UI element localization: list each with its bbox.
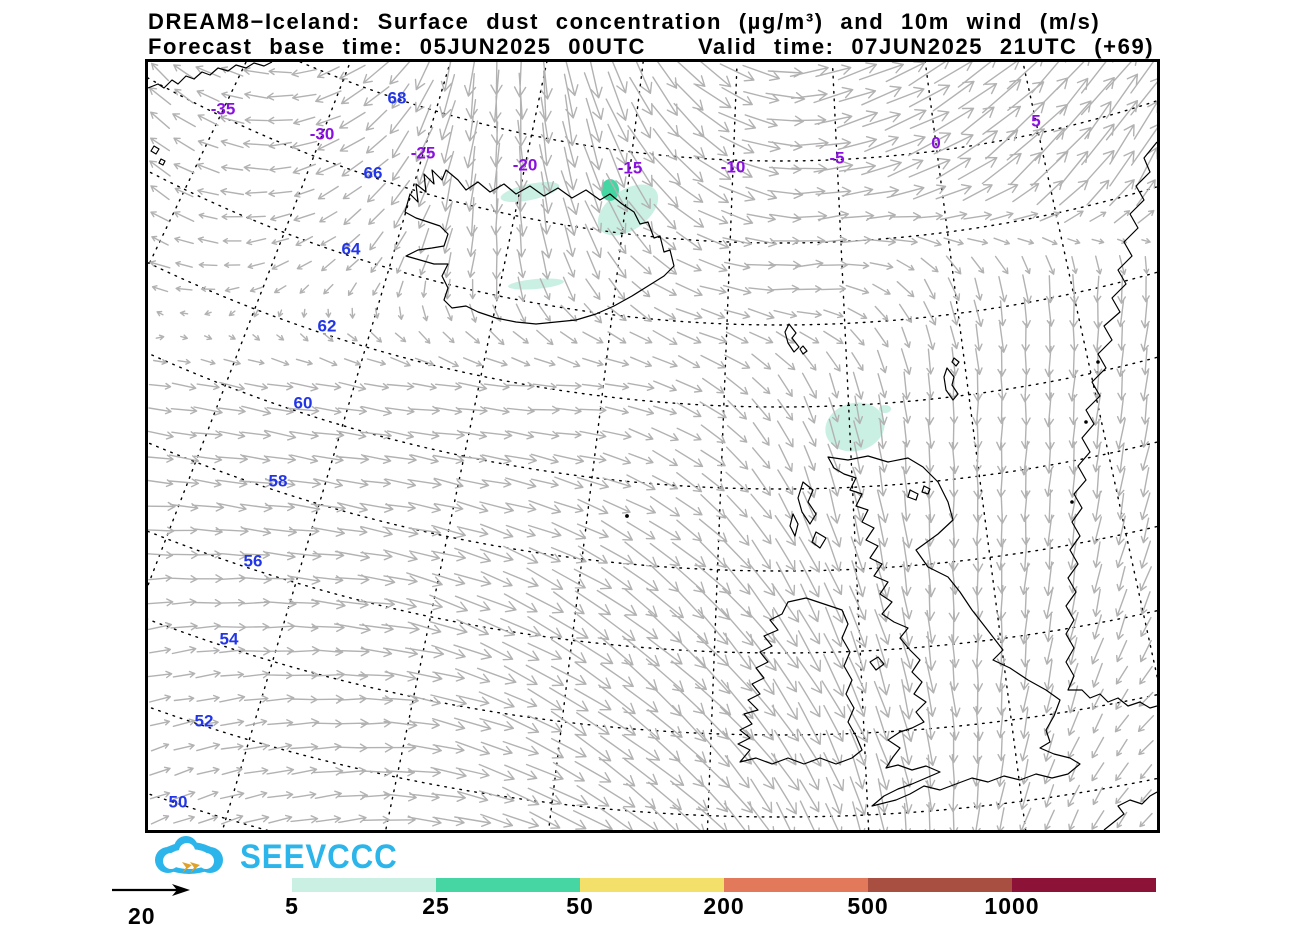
colorbar-segment-500 — [868, 878, 1012, 892]
parallel-54 — [148, 618, 1157, 736]
lon-label--20: -20 — [513, 155, 538, 174]
lat-label-68: 68 — [388, 88, 407, 107]
colorbar-tick-labels: 5 25 50 200 500 1000 — [285, 893, 1156, 919]
parallel-56 — [148, 530, 1157, 654]
colorbar-segment-1000 — [1012, 878, 1156, 892]
greenland-islands — [150, 145, 166, 166]
colorbar-tick-200: 200 — [703, 893, 745, 919]
colorbar-segment-25 — [436, 878, 580, 892]
dust-area-northeast-iceland-core — [601, 179, 619, 201]
small-island-dot — [625, 514, 629, 518]
graticule-layer — [148, 62, 1157, 830]
coastline-orkney — [907, 485, 931, 501]
lat-label-56: 56 — [244, 551, 263, 570]
wind-vector-layer — [148, 62, 1157, 830]
wind-arrows — [148, 62, 1157, 830]
lat-label-60: 60 — [294, 393, 313, 412]
lat-label-62: 62 — [318, 316, 337, 335]
lat-label-52: 52 — [195, 711, 214, 730]
seevccc-logo: SEEVCCC — [146, 836, 411, 878]
lat-label-64: 64 — [342, 239, 361, 258]
lon-label--5: -5 — [829, 148, 844, 167]
lat-label-50: 50 — [169, 792, 188, 811]
colorbar-segment-5 — [292, 878, 436, 892]
parallel-50 — [148, 792, 270, 830]
parallel-60 — [148, 352, 1157, 490]
lon-label--25: -25 — [411, 143, 436, 162]
colorbar-tick-5: 5 — [285, 893, 299, 919]
coastline-great-britain — [827, 455, 1081, 807]
valid-time: Valid time: 07JUN2025 21UTC (+69) — [697, 34, 1155, 59]
coastline-shetland — [943, 357, 960, 401]
chart-header: DREAM8−Iceland: Surface dust concentrati… — [148, 9, 1154, 59]
parallel-62 — [148, 261, 1157, 408]
parallel-68 — [299, 62, 1157, 162]
coastline-greenland — [148, 62, 273, 89]
norway-skerry-dot — [1084, 420, 1088, 424]
meridian--30 — [148, 62, 351, 588]
map-frame: 68 66 64 62 60 58 56 54 52 50 -35 -30 -25 -20 -15 -10 -5… — [145, 59, 1160, 833]
coastline-hebrides — [789, 481, 827, 549]
lat-label-66: 66 — [364, 163, 383, 182]
colorbar-tick-1000: 1000 — [984, 893, 1040, 919]
lat-label-54: 54 — [220, 629, 239, 648]
chart-title: DREAM8−Iceland: Surface dust concentrati… — [148, 9, 1101, 34]
parallel-58 — [148, 441, 1157, 572]
lon-label-0: 0 — [931, 133, 940, 152]
lat-label-58: 58 — [269, 471, 288, 490]
norway-skerry-dot — [1096, 360, 1100, 364]
coastline-france — [1103, 791, 1157, 830]
lon-label-5: 5 — [1031, 111, 1040, 130]
logo-arrow-icon — [182, 862, 192, 873]
seevccc-cloud-icon — [155, 836, 223, 874]
lon-label--30: -30 — [310, 124, 335, 143]
coastline-faroe-islands — [784, 323, 808, 355]
colorbar-segment-50 — [580, 878, 724, 892]
wind-reference-label: 20 — [128, 903, 156, 925]
parallel-66 — [148, 77, 1157, 244]
wind-reference: 20 — [110, 882, 200, 925]
meridian-5 — [1022, 62, 1157, 680]
meridian--35 — [148, 62, 247, 268]
colorbar-tick-50: 50 — [566, 893, 594, 919]
wind-reference-arrow-icon — [112, 884, 190, 896]
coastline-iceland — [404, 169, 675, 325]
forecast-base-time: Forecast base time: 05JUN2025 00UTC — [148, 34, 646, 59]
colorbar-tick-25: 25 — [422, 893, 450, 919]
coastline-layer — [148, 62, 1157, 830]
lon-label--35: -35 — [211, 99, 236, 118]
norway-skerry-dot — [1070, 500, 1074, 504]
meridian-0 — [924, 62, 1027, 830]
lon-label--15: -15 — [618, 158, 643, 177]
lon-label--10: -10 — [721, 157, 746, 176]
concentration-colorbar — [292, 878, 1156, 892]
dust-area-south-iceland-coast — [508, 278, 564, 290]
coastline-ireland — [737, 597, 863, 765]
chart-subtitle: Forecast base time: 05JUN2025 00UTC Vali… — [148, 34, 1154, 59]
seevccc-logo-text: SEEVCCC — [240, 838, 398, 876]
colorbar-segment-200 — [724, 878, 868, 892]
parallel-64 — [148, 170, 1157, 326]
colorbar-tick-500: 500 — [847, 893, 889, 919]
coastline-norway — [1065, 141, 1157, 709]
logo-arrow-icon — [190, 862, 200, 873]
coastline-isle-of-man — [869, 656, 885, 671]
meridian--10 — [706, 68, 738, 830]
